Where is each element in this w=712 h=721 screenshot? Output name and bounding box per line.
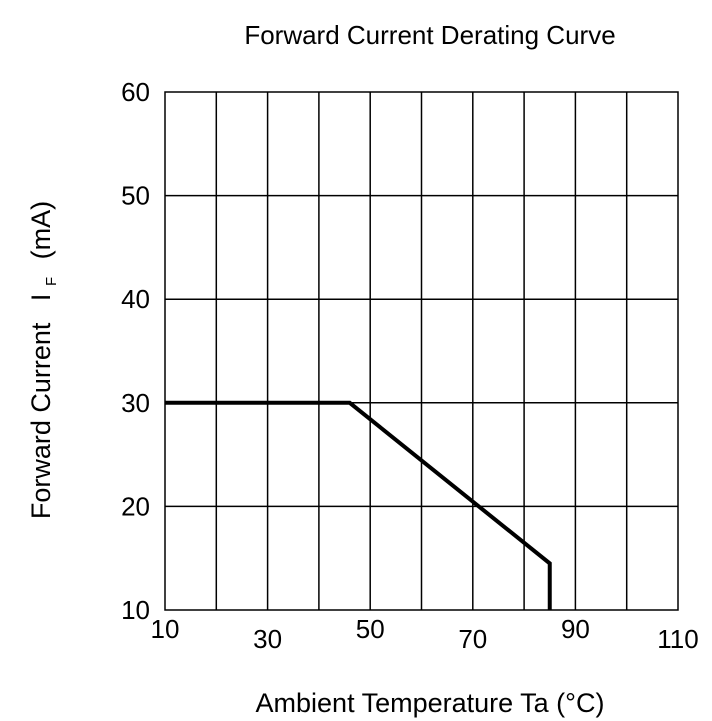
y-tick-label: 50 [121,181,150,211]
x-tick-label: 110 [657,624,698,654]
y-axis-label: Forward Current I F (mA) [26,201,62,519]
y-axis-label-subscript: F [43,277,60,286]
x-tick-label: 70 [458,624,487,654]
y-tick-label: 10 [121,595,150,625]
y-tick-label: 20 [121,491,150,521]
grid-lines [165,92,678,610]
y-tick-labels: 10 20 30 40 50 60 [121,77,150,625]
y-tick-label: 60 [121,77,150,107]
svg-text:Forward Current I: Forward Current I F (mA) [26,201,62,519]
series-layer [165,400,552,610]
x-tick-label: 90 [561,614,590,644]
x-tick-label: 10 [151,614,180,644]
x-tick-label: 30 [253,624,282,654]
y-tick-label: 40 [121,284,150,314]
x-tick-labels: 10 30 50 70 90 110 [151,614,699,654]
y-axis-label-symbol: I [26,294,56,302]
x-tick-label: 50 [356,614,385,644]
y-axis-label-unit: (mA) [26,201,56,259]
y-tick-label: 30 [121,388,150,418]
chart-title: Forward Current Derating Curve [244,20,615,50]
derating-curve-line [165,400,552,610]
plot-frame [164,91,679,611]
y-axis-label-prefix: Forward Current [26,322,56,519]
x-axis-label: Ambient Temperature Ta (°C) [256,688,605,718]
